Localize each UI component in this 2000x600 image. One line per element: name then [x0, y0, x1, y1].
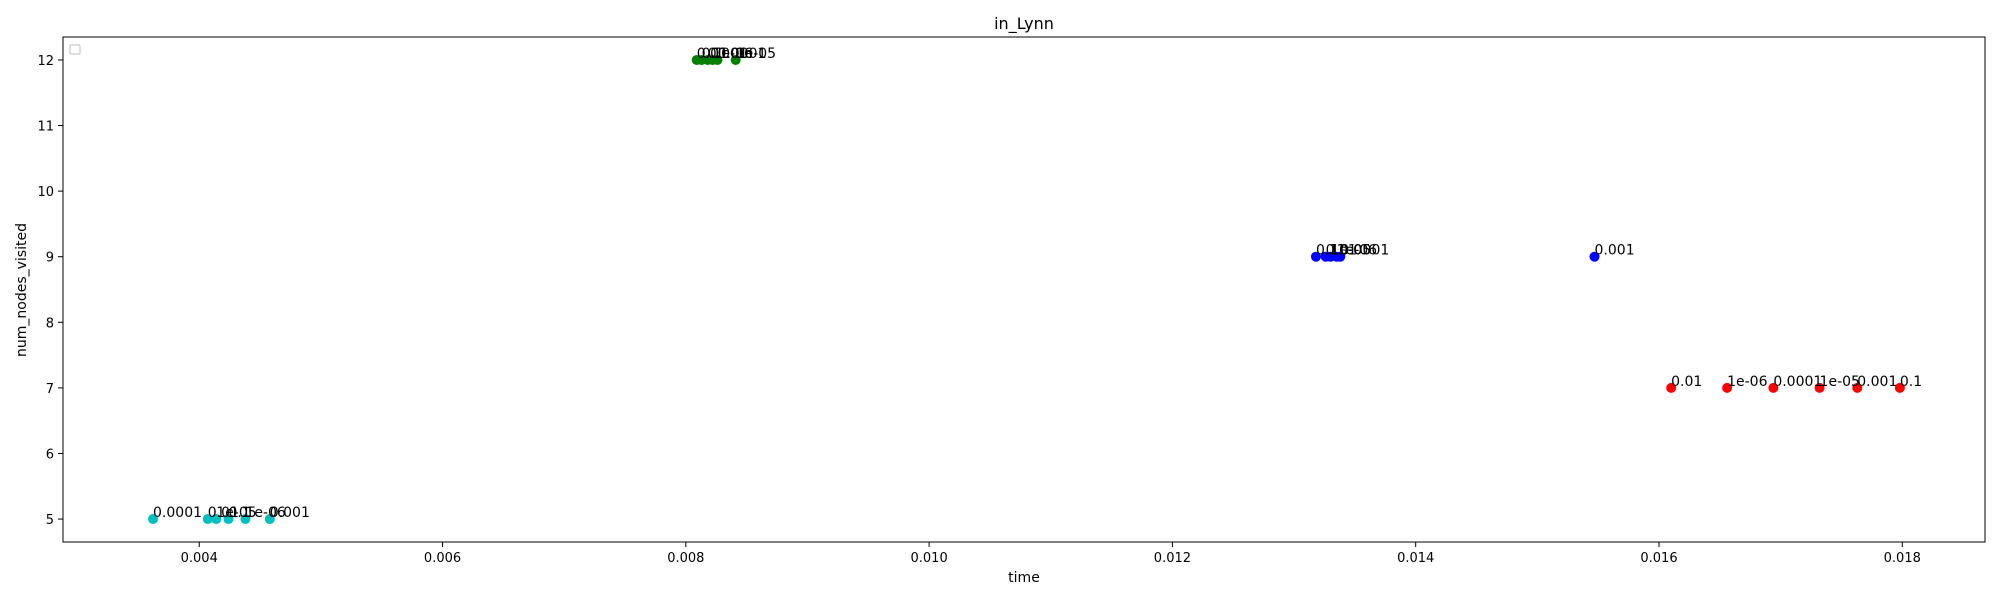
data-point-label: 1e-05 — [1820, 374, 1860, 390]
x-tick-label: 0.008 — [667, 551, 704, 566]
data-point-label: 1e-05 — [216, 505, 256, 521]
data-point-label: 0.001 — [1857, 374, 1897, 390]
x-tick-label: 0.004 — [181, 551, 218, 566]
data-point-label: 0.01 — [1671, 374, 1702, 390]
plot-area — [62, 36, 1986, 543]
data-point-red — [1852, 382, 1863, 393]
legend-box — [69, 44, 81, 55]
y-tick-label: 12 — [37, 54, 54, 69]
data-point-label: 0.001 — [270, 505, 310, 521]
x-axis: 0.004 0.006 0.008 0.010 0.012 0.014 0.016 0.018 — [181, 542, 1921, 566]
data-point-cyan — [211, 514, 222, 525]
y-tick-label: 9 — [46, 251, 54, 266]
y-tick-label: 7 — [46, 382, 54, 397]
y-axis-label: num_nodes_visited — [14, 223, 30, 357]
data-point-red — [1814, 382, 1825, 393]
data-point-label: 0.0001 — [1773, 374, 1822, 390]
point-labels: 0.0001 0.011e-050.11e-060.0010.010.10.001… — [153, 46, 1922, 521]
x-axis-label: time — [1008, 570, 1040, 586]
data-point-cyan — [223, 514, 234, 525]
y-tick-label: 5 — [46, 513, 54, 528]
data-point-label: 0.001 — [1595, 243, 1635, 259]
data-point-red — [1722, 382, 1733, 393]
data-point-red — [1666, 382, 1677, 393]
x-tick-label: 0.012 — [1154, 551, 1191, 566]
y-tick-label: 10 — [37, 185, 54, 200]
data-point-red — [1894, 382, 1905, 393]
data-point-blue — [1335, 251, 1346, 262]
data-points — [148, 54, 1905, 525]
data-point-blue — [1310, 251, 1321, 262]
x-tick-label: 0.018 — [1884, 551, 1921, 566]
data-point-cyan — [240, 514, 251, 525]
data-point-label: 1e-05 — [736, 46, 776, 62]
data-point-cyan — [202, 514, 213, 525]
data-point-label: 0.01 — [1326, 243, 1357, 259]
x-tick-label: 0.006 — [424, 551, 461, 566]
y-tick-label: 6 — [46, 447, 54, 462]
data-point-cyan — [264, 514, 275, 525]
data-point-label: 0.1 — [1316, 243, 1338, 259]
data-point-label: 0.001 — [708, 46, 748, 62]
data-point-label: 0.0001 — [153, 505, 202, 521]
data-point-cyan — [148, 514, 159, 525]
data-point-label: 0.1 — [1900, 374, 1922, 390]
data-point-label: 1e-06 — [1337, 243, 1377, 259]
data-point-label: 1e-06 — [713, 46, 753, 62]
y-axis: 5 6 7 8 9 10 11 12 — [37, 54, 63, 528]
data-point-green — [730, 54, 741, 65]
data-point-label: 0.01 — [697, 46, 728, 62]
data-point-label: 1e-05 — [1331, 243, 1371, 259]
x-tick-label: 0.010 — [911, 551, 948, 566]
data-point-label: 0.1 — [228, 505, 250, 521]
x-tick-label: 0.014 — [1397, 551, 1434, 566]
data-point-red — [1768, 382, 1779, 393]
chart-title: in_Lynn — [994, 14, 1054, 34]
data-point-label: 0.0001 — [1340, 243, 1389, 259]
x-tick-label: 0.016 — [1640, 551, 1677, 566]
data-point-blue — [1589, 251, 1600, 262]
data-point-label: 1e-06 — [245, 505, 285, 521]
data-point-label: 0.0001 — [717, 46, 766, 62]
data-point-label: 0.01 — [208, 505, 239, 521]
data-point-label: 1e-06 — [1727, 374, 1767, 390]
y-tick-label: 11 — [37, 120, 54, 135]
data-point-label: 0.1 — [702, 46, 724, 62]
y-tick-label: 8 — [46, 316, 54, 331]
data-point-green — [712, 54, 723, 65]
